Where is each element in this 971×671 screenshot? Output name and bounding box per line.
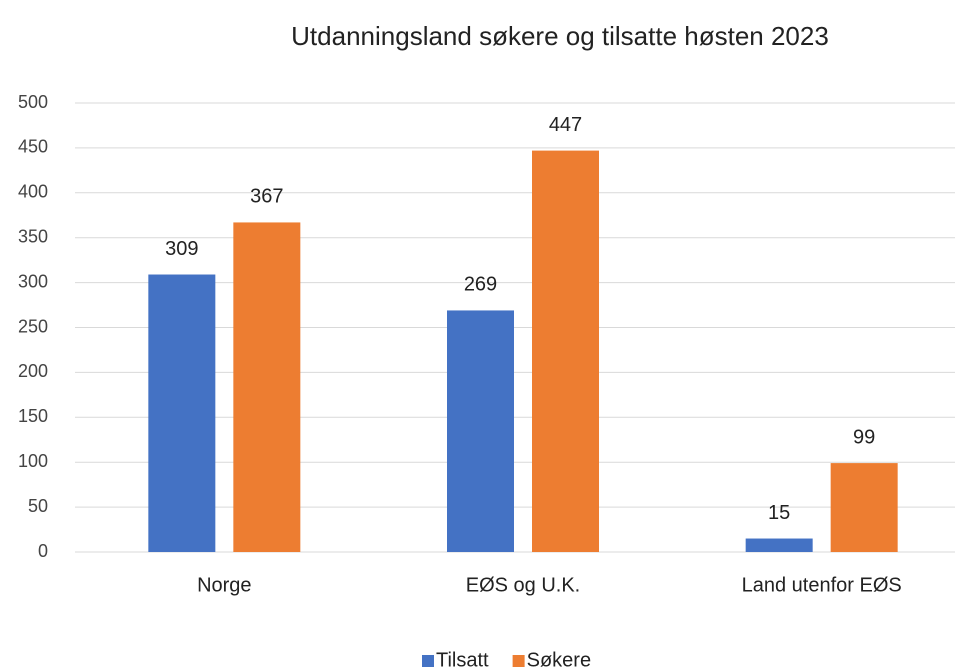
y-tick-label: 300 <box>18 271 48 291</box>
data-label: 367 <box>250 186 283 208</box>
bar <box>745 538 813 552</box>
y-tick-label: 250 <box>18 316 48 336</box>
bar <box>233 222 301 552</box>
legend-swatch <box>512 655 525 667</box>
bar <box>532 150 599 552</box>
y-tick-label: 150 <box>18 406 48 426</box>
legend-label: Tilsatt <box>436 649 489 671</box>
data-label: 269 <box>464 274 497 296</box>
y-tick-label: 100 <box>18 451 48 471</box>
data-label: 99 <box>853 426 875 448</box>
x-tick-label: Land utenfor EØS <box>742 574 902 596</box>
y-tick-label: 200 <box>18 361 48 381</box>
y-tick-label: 350 <box>18 226 48 246</box>
data-label: 447 <box>549 114 582 136</box>
x-tick-label: EØS og U.K. <box>466 574 581 596</box>
bar <box>447 310 514 552</box>
bar <box>148 274 216 552</box>
y-tick-label: 50 <box>28 496 48 516</box>
y-tick-label: 400 <box>18 182 48 202</box>
x-tick-label: Norge <box>197 574 251 596</box>
legend-swatch <box>422 655 434 667</box>
chart-title: Utdanningsland søkere og tilsatte høsten… <box>291 21 829 51</box>
y-tick-label: 450 <box>18 137 48 157</box>
y-tick-label: 0 <box>38 541 48 561</box>
legend-label: Søkere <box>527 649 591 671</box>
data-label: 15 <box>768 502 790 524</box>
data-label: 309 <box>165 238 198 260</box>
bar <box>830 463 898 552</box>
y-tick-label: 500 <box>18 92 48 112</box>
